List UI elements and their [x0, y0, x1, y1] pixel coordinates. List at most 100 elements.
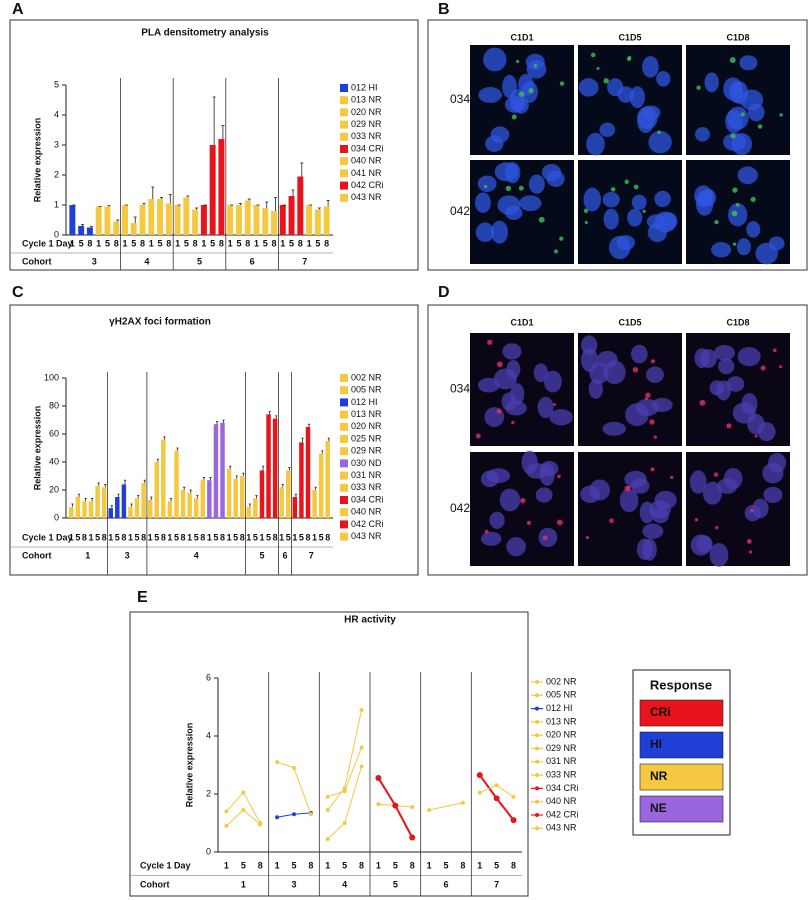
cell-nucleus [538, 527, 558, 548]
legend-swatch [535, 680, 539, 684]
point [224, 809, 229, 814]
x-tick-label: 1 [246, 532, 251, 542]
y-tick-label: 0 [54, 229, 59, 239]
cell-nucleus [589, 479, 610, 501]
cell-nucleus [499, 488, 521, 512]
cell-nucleus [543, 370, 562, 393]
bar [128, 506, 133, 518]
x-tick-label: 1 [207, 532, 212, 542]
bar [253, 498, 258, 518]
bar [82, 501, 87, 518]
x-tick-label: 1 [477, 860, 482, 870]
cell-nucleus [588, 379, 603, 399]
point [476, 772, 483, 779]
signal-spot [632, 366, 639, 373]
bar [233, 478, 238, 518]
legend-swatch [535, 693, 539, 698]
signal-spot [699, 399, 706, 406]
point [510, 817, 517, 824]
signal-spot [757, 124, 763, 129]
legend-label: 002 NR [546, 676, 577, 686]
signal-spot [624, 179, 629, 185]
cell-nucleus [737, 166, 758, 185]
signal-spot [732, 187, 738, 193]
x-tick-label: 5 [299, 532, 304, 542]
x-tick-label: 5 [319, 532, 324, 542]
cell-nucleus [709, 380, 725, 396]
legend-title: Response [650, 677, 712, 692]
legend-swatch [340, 169, 348, 178]
x-tick-label: 5 [241, 860, 246, 870]
cell-nucleus [625, 403, 649, 427]
bar [259, 470, 265, 518]
point [392, 802, 399, 809]
signal-spot [749, 508, 754, 513]
bar [305, 427, 311, 518]
series-line [429, 802, 463, 811]
signal-spot [642, 209, 646, 213]
cell-nucleus [489, 511, 505, 529]
signal-spot [713, 472, 719, 477]
x-tick-label: 8 [245, 238, 250, 248]
cell-nucleus [656, 71, 671, 87]
y-tick-label: 4 [206, 730, 211, 740]
cohort-label: 4 [194, 550, 199, 560]
y-axis-label: Relative expression [32, 406, 42, 491]
legend-swatch [340, 447, 348, 456]
legend-label: 012 HI [351, 397, 378, 407]
legend-label: 020 NR [351, 421, 382, 431]
x-tick-label: 1 [279, 532, 284, 542]
legend-label: 033 NR [351, 482, 382, 492]
bar [314, 209, 321, 235]
point [275, 815, 280, 820]
x-tick-label: 8 [220, 532, 225, 542]
cohort-label: 4 [144, 256, 149, 266]
legend-swatch [340, 193, 348, 202]
cell-nucleus [723, 467, 743, 490]
cohort-label: 7 [302, 256, 307, 266]
legend-swatch [340, 496, 348, 504]
x-tick-label: 5 [342, 860, 347, 870]
legend-swatch [639, 731, 724, 759]
legend-label: 005 NR [351, 385, 382, 395]
x-tick-label: 5 [194, 532, 199, 542]
x-tick-label: 1 [89, 532, 94, 542]
x-tick-label: 5 [315, 238, 320, 248]
legend-swatch [340, 435, 348, 443]
cell-nucleus [477, 377, 500, 393]
signal-spot [516, 59, 520, 64]
cell-nucleus [475, 192, 491, 213]
column-header: C1D5 [618, 317, 641, 327]
legend-label: 042 CRi [351, 180, 384, 190]
bar [286, 470, 291, 518]
bar [88, 501, 94, 518]
legend-label: 034 CRi [351, 143, 384, 153]
cell-nucleus [519, 195, 542, 212]
legend-label: 040 NR [546, 796, 577, 806]
cell-nucleus [549, 409, 573, 426]
row-label: Cycle 1 Day [22, 532, 73, 542]
cell-nucleus [737, 346, 761, 367]
cell-nucleus [475, 222, 495, 243]
bar [180, 490, 186, 518]
signal-spot [731, 210, 738, 217]
bar [207, 480, 212, 518]
signal-spot [511, 420, 515, 425]
legend-swatch [340, 145, 348, 153]
legend-swatch [340, 410, 348, 419]
legend-label: 012 HI [351, 82, 378, 92]
cell-nucleus [702, 481, 723, 505]
signal-spot [526, 520, 532, 526]
point [308, 812, 313, 817]
y-tick-label: 5 [54, 79, 59, 89]
x-tick-label: 1 [201, 238, 206, 248]
signal-spot [649, 419, 655, 425]
x-tick-label: 8 [200, 532, 205, 542]
x-tick-label: 8 [324, 238, 329, 248]
bar [220, 422, 225, 518]
x-tick-label: 1 [292, 532, 297, 542]
cell-nucleus [654, 490, 677, 510]
signal-spot [552, 402, 556, 406]
bar [141, 483, 146, 518]
